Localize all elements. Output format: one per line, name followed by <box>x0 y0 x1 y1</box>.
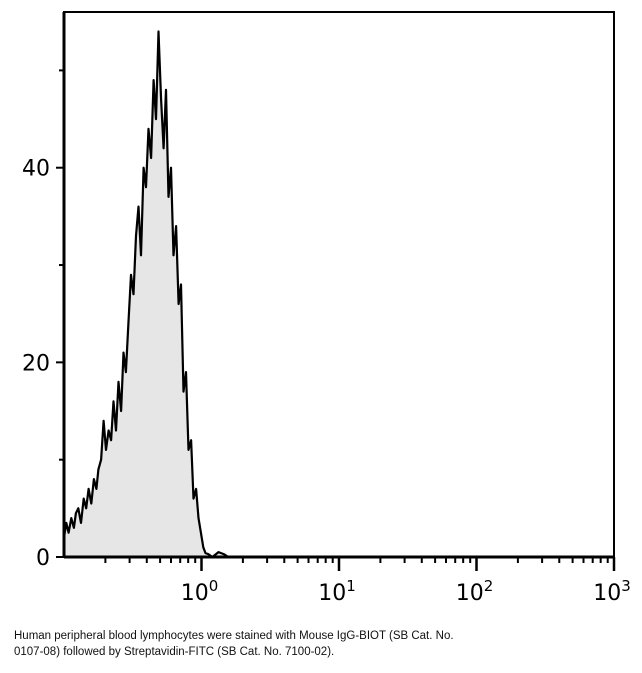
plot-area <box>62 30 229 559</box>
axes: 0 20 40 100 101 102 103 <box>22 11 631 606</box>
y-tick-label: 40 <box>22 157 50 182</box>
y-tick-label: 0 <box>36 546 50 571</box>
figure-caption: Human peripheral blood lymphocytes were … <box>14 628 634 660</box>
y-tick-label: 20 <box>22 351 50 376</box>
x-tick-label: 103 <box>593 577 631 606</box>
caption-line-2: 0107-08) followed by Streptavidin-FITC (… <box>14 646 335 658</box>
x-tick-label: 101 <box>318 577 356 606</box>
caption-line-1: Human peripheral blood lymphocytes were … <box>14 630 454 642</box>
histogram-chart: 0 20 40 100 101 102 103 <box>22 11 631 606</box>
histogram-fill <box>64 31 229 557</box>
x-tick-label: 102 <box>456 577 494 606</box>
histogram-line <box>62 30 229 559</box>
x-tick-label: 100 <box>181 577 219 606</box>
